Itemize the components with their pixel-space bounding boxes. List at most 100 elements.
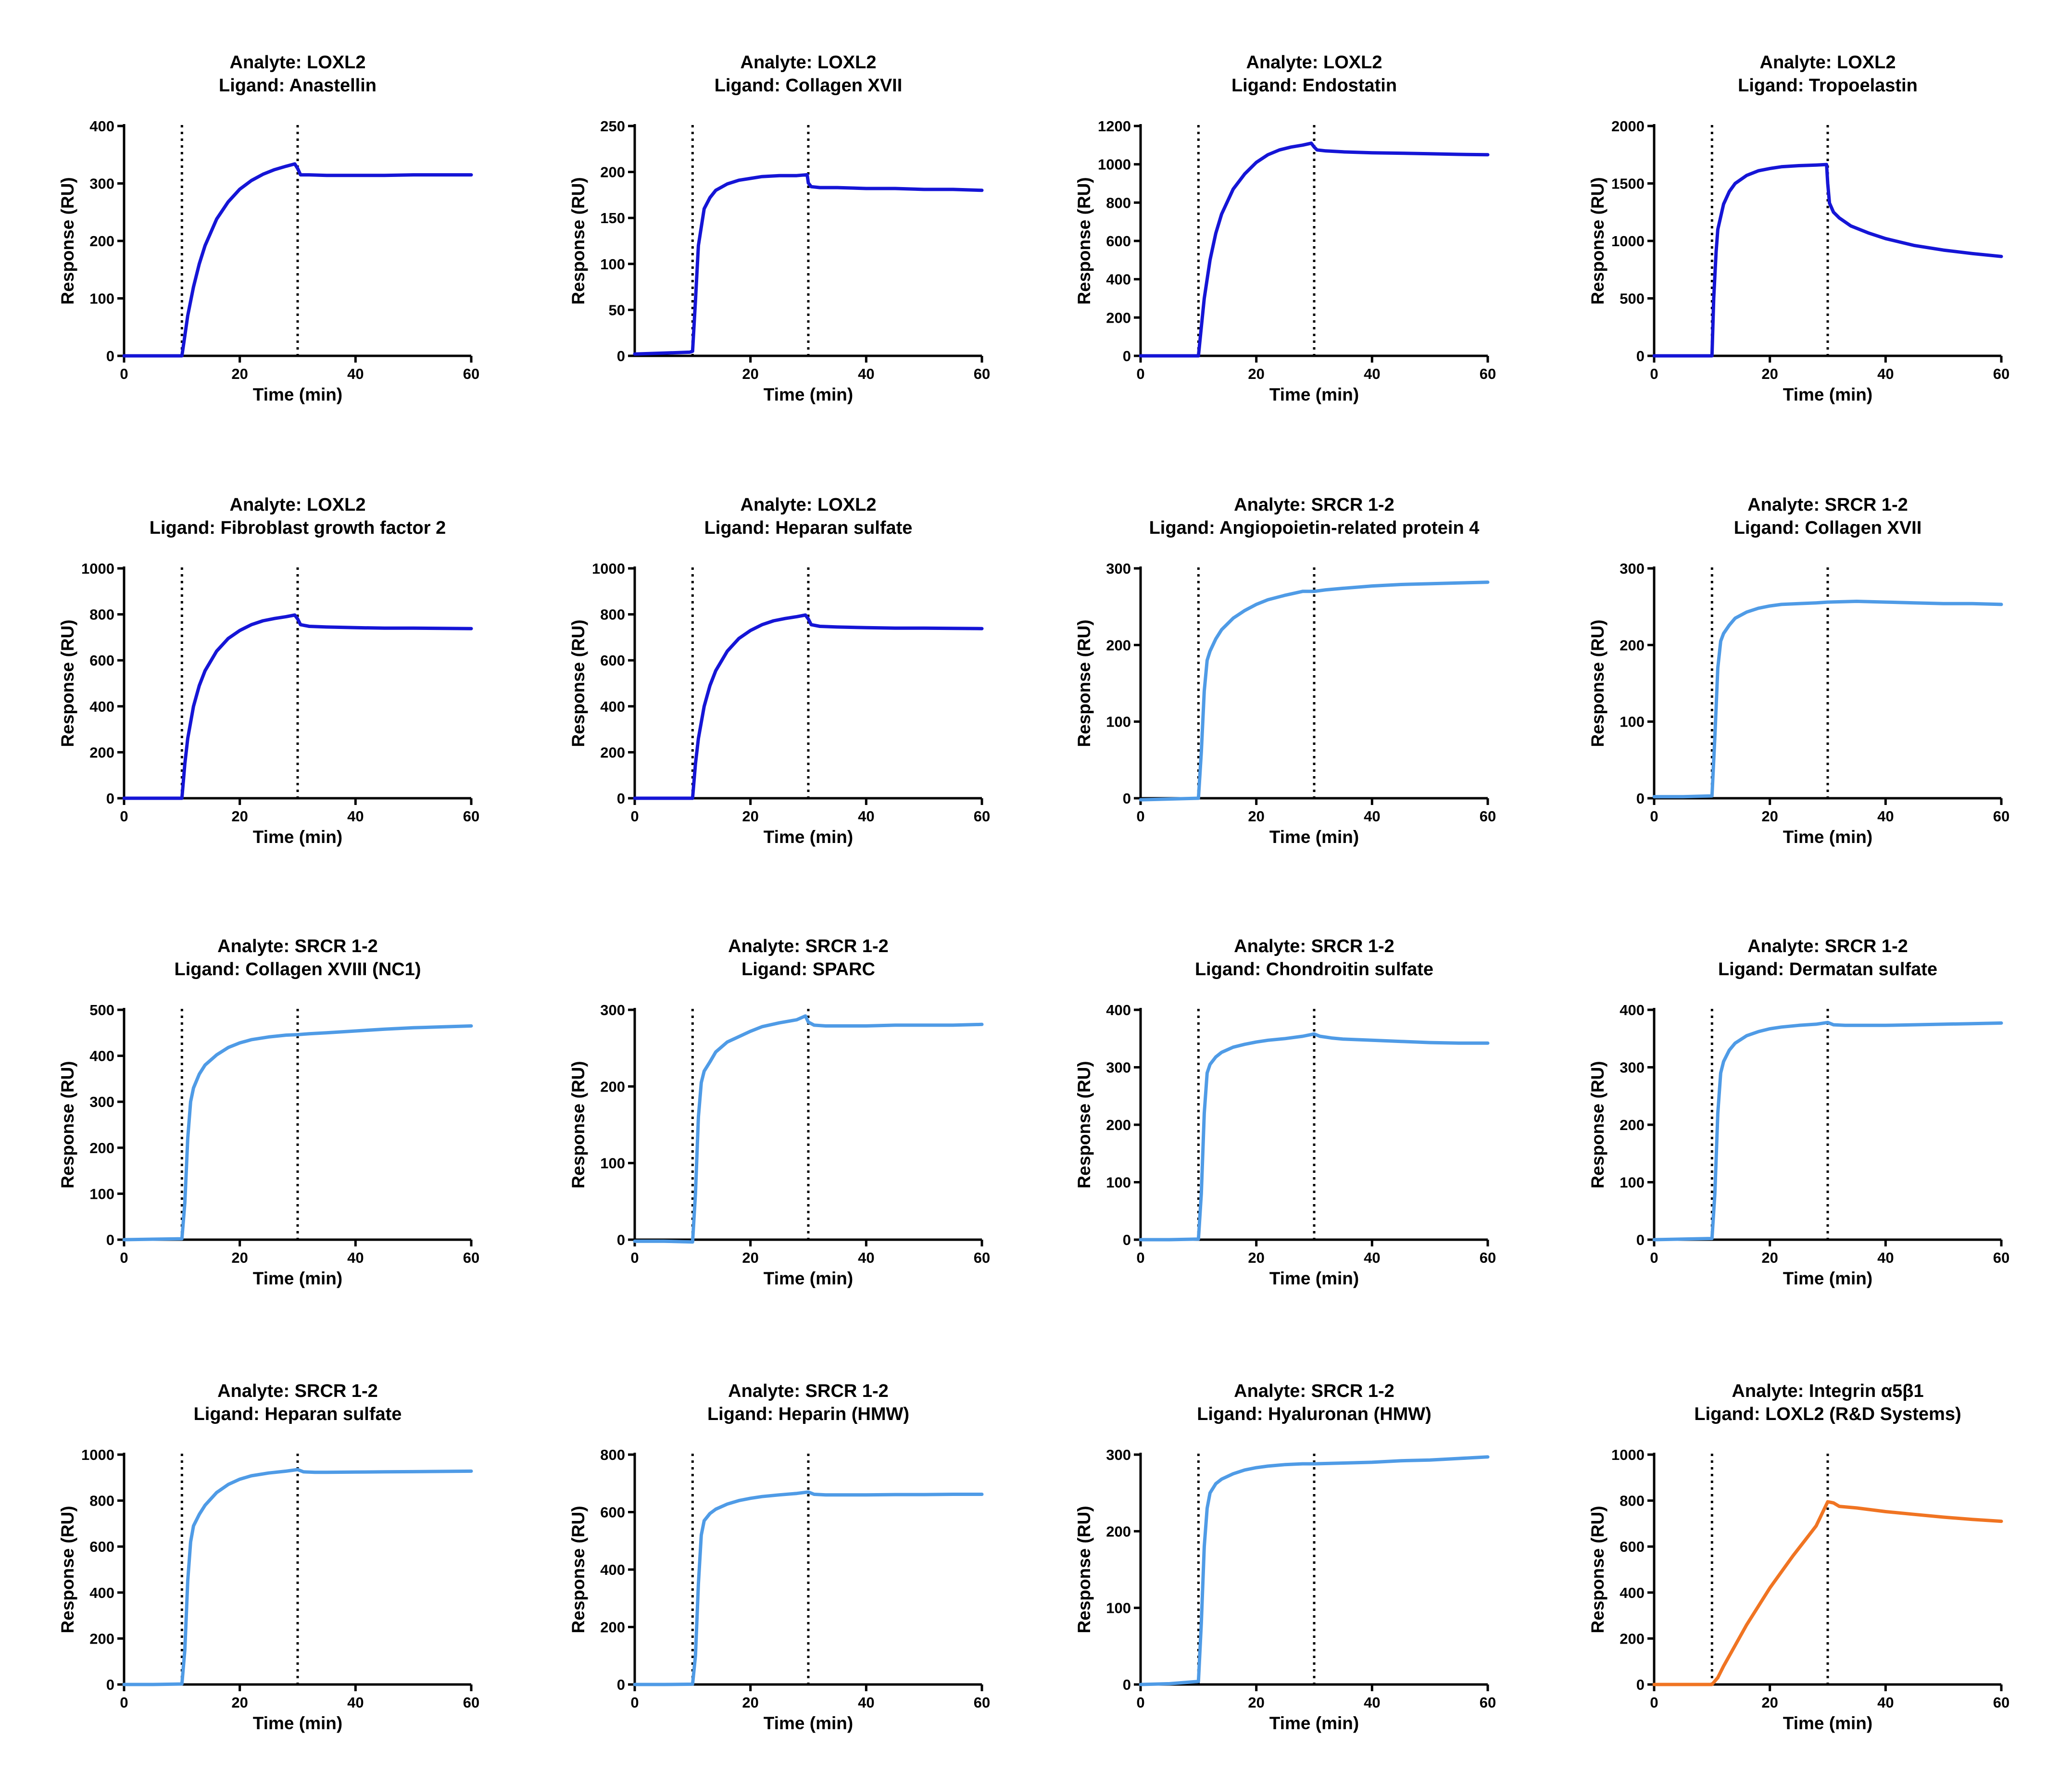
- x-tick-label: 40: [347, 1694, 364, 1711]
- x-axis-label: Time (min): [764, 1713, 853, 1733]
- y-tick-label: 1200: [1098, 118, 1131, 135]
- response-curve: [1652, 1020, 2003, 1242]
- chart-subtitle: Ligand: SPARC: [741, 959, 875, 980]
- x-tick-label: 40: [1877, 808, 1894, 825]
- chart-subtitle: Ligand: Collagen XVII: [1734, 518, 1922, 538]
- y-tick-label: 100: [1620, 1174, 1645, 1191]
- x-tick-label: 0: [630, 1249, 639, 1266]
- y-tick-label: 400: [600, 698, 625, 715]
- x-tick-label: 0: [1650, 365, 1658, 382]
- x-tick-label: 60: [1480, 1694, 1496, 1711]
- y-tick-label: 0: [617, 1676, 625, 1693]
- chart-title: Analyte: LOXL2: [230, 495, 366, 515]
- x-tick-label: 20: [1248, 365, 1264, 382]
- y-tick-label: 800: [89, 1493, 114, 1509]
- x-tick-label: 60: [974, 365, 990, 382]
- y-tick-label: 200: [1620, 1630, 1645, 1647]
- y-axis-label: Response (RU): [1588, 1506, 1607, 1633]
- chart-subtitle: Ligand: Heparan sulfate: [194, 1404, 402, 1424]
- y-tick-label: 0: [617, 790, 625, 807]
- y-tick-label: 800: [1106, 194, 1131, 211]
- x-axis-label: Time (min): [1269, 827, 1359, 847]
- y-tick-label: 600: [600, 1504, 625, 1521]
- y-tick-label: 200: [1620, 637, 1645, 654]
- x-tick-label: 20: [1761, 808, 1778, 825]
- x-tick-label: 40: [858, 1249, 874, 1266]
- y-tick-label: 200: [89, 744, 114, 761]
- y-tick-label: 0: [1636, 790, 1645, 807]
- y-tick-label: 600: [600, 652, 625, 669]
- chart-panel-13: Analyte: SRCR 1-2 Ligand: Heparan sulfate…: [58, 1381, 479, 1733]
- y-tick-label: 0: [106, 1676, 114, 1693]
- chart-panel-16: Analyte: Integrin α5β1 Ligand: LOXL2 (R&D…: [1588, 1381, 2009, 1733]
- y-tick-label: 800: [89, 606, 114, 623]
- chart-subtitle: Ligand: Collagen XVIII (NC1): [174, 959, 421, 980]
- y-tick-label: 400: [1106, 271, 1131, 288]
- y-tick-label: 1000: [1098, 156, 1131, 173]
- y-tick-label: 400: [89, 1048, 114, 1065]
- y-tick-label: 100: [1106, 1174, 1131, 1191]
- y-tick-label: 300: [600, 1002, 625, 1018]
- x-tick-label: 20: [1248, 1694, 1264, 1711]
- chart-subtitle: Ligand: Heparan sulfate: [704, 518, 913, 538]
- y-tick-label: 0: [106, 1232, 114, 1248]
- y-tick-label: 300: [1106, 1059, 1131, 1076]
- x-tick-label: 60: [1993, 1249, 2009, 1266]
- y-tick-label: 1000: [592, 560, 625, 577]
- response-curve: [633, 1014, 984, 1244]
- response-curve: [633, 1490, 984, 1686]
- chart-title: Analyte: SRCR 1-2: [1234, 1381, 1394, 1401]
- x-axis-label: Time (min): [1783, 385, 1872, 404]
- x-tick-label: 0: [1136, 1694, 1144, 1711]
- x-tick-label: 0: [1136, 808, 1144, 825]
- chart-subtitle: Ligand: Hyaluronan (HMW): [1197, 1404, 1432, 1424]
- x-tick-label: 20: [742, 808, 758, 825]
- y-tick-label: 0: [1636, 348, 1645, 364]
- response-curve: [122, 613, 473, 800]
- y-tick-label: 100: [1106, 1600, 1131, 1617]
- y-tick-label: 400: [600, 1561, 625, 1578]
- y-tick-label: 0: [1636, 1232, 1645, 1248]
- y-axis-label: Response (RU): [568, 619, 588, 747]
- y-tick-label: 300: [1620, 560, 1645, 577]
- y-tick-label: 2000: [1611, 118, 1645, 135]
- x-axis-label: Time (min): [764, 385, 853, 404]
- y-tick-label: 0: [1123, 1676, 1131, 1693]
- x-tick-label: 60: [463, 365, 479, 382]
- chart-panel-12: Analyte: SRCR 1-2 Ligand: Dermatan sulfat…: [1588, 936, 2009, 1288]
- y-axis-label: Response (RU): [1074, 177, 1094, 304]
- x-tick-label: 20: [1761, 365, 1778, 382]
- x-tick-label: 20: [1761, 1249, 1778, 1266]
- y-axis-label: Response (RU): [58, 177, 77, 304]
- x-tick-label: 40: [347, 365, 364, 382]
- chart-title: Analyte: LOXL2: [1246, 52, 1382, 73]
- chart-title: Analyte: LOXL2: [741, 52, 877, 73]
- x-tick-label: 0: [1650, 1249, 1658, 1266]
- chart-title: Analyte: SRCR 1-2: [1747, 936, 1908, 956]
- x-axis-label: Time (min): [1269, 1713, 1359, 1733]
- x-tick-label: 20: [231, 1694, 248, 1711]
- x-tick-label: 40: [1364, 365, 1380, 382]
- y-tick-label: 0: [106, 790, 114, 807]
- x-axis-label: Time (min): [253, 1269, 342, 1288]
- x-tick-label: 40: [347, 808, 364, 825]
- response-curve: [1139, 1032, 1490, 1242]
- y-axis-label: Response (RU): [1074, 619, 1094, 747]
- y-tick-label: 0: [617, 1232, 625, 1248]
- y-tick-label: 250: [600, 118, 625, 135]
- y-tick-label: 100: [1620, 714, 1645, 730]
- y-axis-label: Response (RU): [568, 177, 588, 304]
- x-tick-label: 60: [463, 1249, 479, 1266]
- x-tick-label: 40: [1877, 365, 1894, 382]
- x-tick-label: 0: [120, 1694, 128, 1711]
- y-tick-label: 200: [89, 233, 114, 250]
- y-axis-label: Response (RU): [1074, 1061, 1094, 1188]
- y-axis-label: Response (RU): [1588, 619, 1607, 747]
- x-tick-label: 60: [463, 1694, 479, 1711]
- chart-panel-15: Analyte: SRCR 1-2 Ligand: Hyaluronan (HMW…: [1074, 1381, 1496, 1733]
- y-tick-label: 200: [89, 1630, 114, 1647]
- y-tick-label: 600: [89, 1538, 114, 1555]
